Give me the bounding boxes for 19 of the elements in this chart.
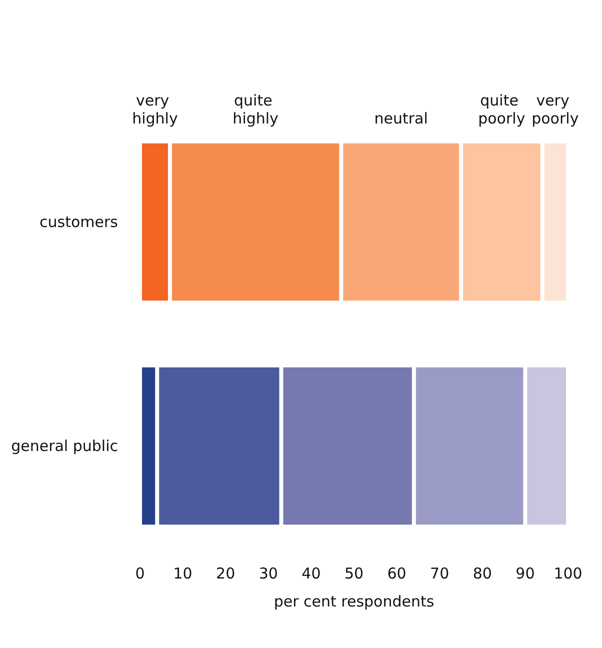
x-tick-label: 70 [430, 564, 450, 582]
y-tick-label: customers [40, 213, 118, 231]
x-tick-label: 90 [516, 564, 535, 582]
x-tick-label: 100 [554, 564, 582, 582]
x-tick-label: 10 [173, 564, 192, 582]
x-tick-label: 40 [302, 564, 321, 582]
series-label: very highly [132, 91, 178, 128]
x-tick-label: 0 [135, 564, 145, 582]
x-axis-title: per cent respondents [274, 592, 434, 610]
y-tick-label: general public [11, 437, 118, 455]
series-label: very poorly [532, 91, 579, 128]
x-tick-label: 60 [387, 564, 406, 582]
series-label: quite highly [232, 91, 279, 128]
x-tick-label: 30 [258, 564, 278, 582]
series-label: neutral [374, 109, 428, 128]
series-label: quite poorly [478, 91, 526, 128]
x-tick-label: 50 [344, 564, 364, 582]
x-tick-label: 20 [216, 564, 236, 582]
x-tick-label: 80 [472, 564, 492, 582]
